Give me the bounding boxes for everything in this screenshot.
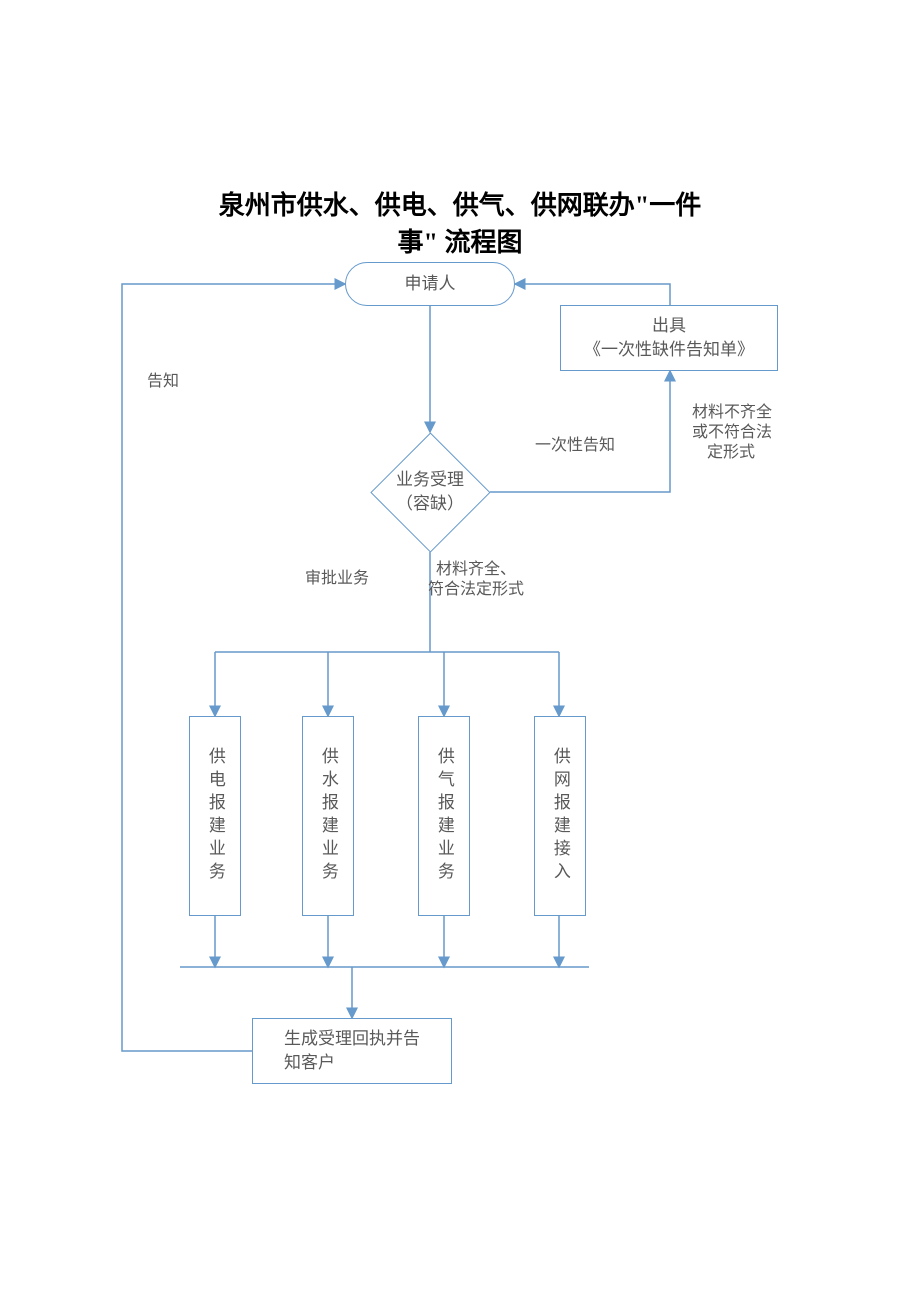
notice-line1: 出具 (584, 314, 754, 338)
label-incomplete-3: 定形式 (707, 442, 755, 464)
label-one-time-inform: 一次性告知 (535, 435, 615, 457)
label-complete-2: 符合法定形式 (428, 579, 524, 601)
task-net-label: 供网报建接入 (548, 747, 572, 885)
title-line1: 泉州市供水、供电、供气、供网联办"一件 (0, 185, 920, 222)
label-inform: 告知 (147, 371, 179, 393)
node-applicant: 申请人 (345, 262, 515, 306)
page-title: 泉州市供水、供电、供气、供网联办"一件 事" 流程图 (0, 185, 920, 259)
node-task-gas: 供气报建业务 (418, 716, 470, 916)
task-elec-label: 供电报建业务 (203, 747, 227, 885)
node-task-network: 供网报建接入 (534, 716, 586, 916)
task-gas-label: 供气报建业务 (432, 747, 456, 885)
node-applicant-label: 申请人 (405, 272, 456, 296)
notice-line2: 《一次性缺件告知单》 (584, 338, 754, 362)
node-notice-doc: 出具 《一次性缺件告知单》 (560, 305, 778, 371)
node-task-water: 供水报建业务 (302, 716, 354, 916)
task-water-label: 供水报建业务 (316, 747, 340, 885)
acceptance-line1: 业务受理 (396, 468, 464, 492)
node-task-electricity: 供电报建业务 (189, 716, 241, 916)
label-approval: 审批业务 (305, 568, 369, 590)
title-line2: 事" 流程图 (0, 222, 920, 259)
acceptance-line2: （容缺） (396, 492, 464, 516)
node-acceptance: 业务受理 （容缺） (370, 432, 490, 552)
receipt-line2: 知客户 (284, 1051, 420, 1075)
receipt-line1: 生成受理回执并告 (284, 1027, 420, 1051)
node-receipt: 生成受理回执并告 知客户 (252, 1018, 452, 1084)
